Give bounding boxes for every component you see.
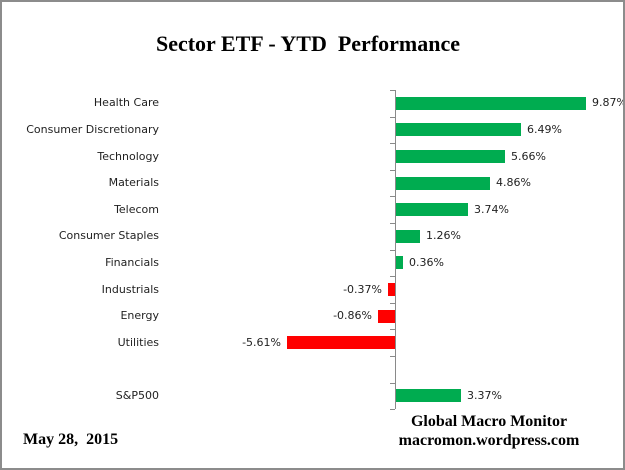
axis-tick: [390, 276, 395, 277]
axis-tick: [390, 170, 395, 171]
value-label: -0.86%: [333, 309, 372, 322]
category-label: Financials: [105, 256, 159, 269]
data-bar: [396, 97, 586, 110]
value-label: 0.36%: [409, 256, 444, 269]
value-label: 4.86%: [496, 176, 531, 189]
axis-tick: [390, 356, 395, 357]
axis-tick: [390, 117, 395, 118]
data-bar: [287, 336, 395, 349]
category-label: Consumer Discretionary: [26, 123, 159, 136]
attribution: Global Macro Monitor macromon.wordpress.…: [369, 412, 609, 450]
value-label: -5.61%: [242, 336, 281, 349]
axis-tick: [390, 383, 395, 384]
axis-tick: [390, 409, 395, 410]
attribution-line-2: macromon.wordpress.com: [398, 432, 580, 449]
category-label: Energy: [120, 309, 159, 322]
data-bar: [378, 310, 395, 323]
data-bar: [396, 177, 490, 190]
attribution-line-1: Global Macro Monitor: [410, 413, 568, 430]
category-label: Materials: [108, 176, 159, 189]
category-label: Technology: [97, 150, 159, 163]
data-bar: [396, 150, 505, 163]
axis-tick: [390, 223, 395, 224]
data-bar: [396, 230, 420, 243]
category-label: Telecom: [114, 203, 159, 216]
value-label: 3.74%: [474, 203, 509, 216]
axis-tick: [390, 196, 395, 197]
category-label: Consumer Staples: [58, 229, 159, 242]
value-label: 1.26%: [426, 229, 461, 242]
value-label: 5.66%: [511, 150, 546, 163]
axis-tick: [390, 329, 395, 330]
value-label: -0.37%: [343, 283, 382, 296]
value-label: 9.87%: [592, 96, 625, 109]
value-axis: [395, 90, 396, 409]
value-label: 3.37%: [467, 389, 502, 402]
axis-tick: [390, 303, 395, 304]
axis-tick: [390, 90, 395, 91]
chart-title: Sector ETF - YTD Performance: [155, 31, 461, 56]
data-bar: [396, 203, 468, 216]
category-label: Industrials: [101, 283, 159, 296]
category-label: Utilities: [117, 336, 159, 349]
data-bar: [388, 283, 395, 296]
value-label: 6.49%: [527, 123, 562, 136]
data-bar: [396, 123, 521, 136]
date-label: May 28, 2015: [23, 431, 119, 448]
axis-tick: [390, 143, 395, 144]
data-bar: [396, 389, 461, 402]
axis-tick: [390, 250, 395, 251]
data-bar: [396, 256, 403, 269]
category-label: S&P500: [115, 389, 159, 402]
category-label: Health Care: [93, 96, 159, 109]
